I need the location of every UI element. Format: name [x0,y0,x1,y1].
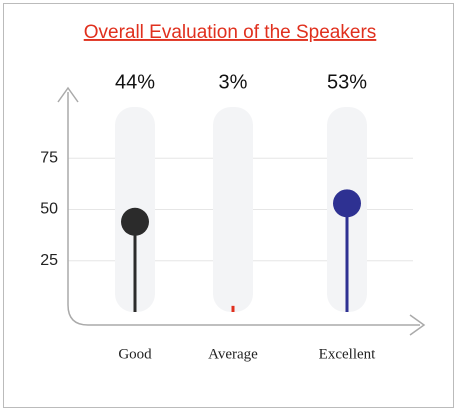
chart-title: Overall Evaluation of the Speakers [84,22,377,43]
plot: 25 50 75 44% Good 3% Average 53% Excellent [40,71,413,362]
y-arrow [57,86,79,103]
value-label: 3% [219,71,248,93]
y-tick-label: 75 [40,149,58,166]
y-tick-label: 50 [40,201,58,218]
track [213,107,253,312]
x-tick-label: Average [208,346,258,362]
y-tick-label: 25 [40,252,58,269]
dot [121,207,149,236]
x-tick-label: Good [118,346,152,362]
value-label: 53% [327,71,367,93]
x-tick-label: Excellent [319,346,376,362]
x-arrow [409,314,426,336]
value-label: 44% [115,71,155,93]
axes [67,92,420,326]
dot [333,189,361,218]
